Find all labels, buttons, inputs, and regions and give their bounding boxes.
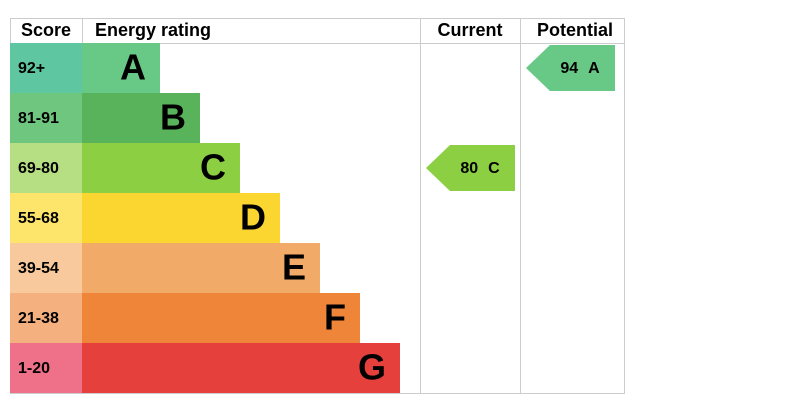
rating-bar <box>82 243 320 293</box>
rating-letter: A <box>120 47 146 88</box>
header-score: Score <box>21 20 71 40</box>
score-cell <box>10 293 82 343</box>
current-score: 80 <box>460 160 478 177</box>
rating-letter: F <box>324 297 346 338</box>
rating-letter: B <box>160 97 186 138</box>
rating-letter: E <box>282 247 306 288</box>
current-arrow <box>426 145 515 191</box>
current-label: 80 C <box>460 160 500 177</box>
header-current: Current <box>437 20 502 40</box>
rating-bar <box>82 143 240 193</box>
score-label: 92+ <box>18 60 45 77</box>
score-cell <box>10 343 82 393</box>
rating-bar <box>82 193 280 243</box>
score-label: 81-91 <box>18 110 59 127</box>
score-cell <box>10 143 82 193</box>
score-label: 39-54 <box>18 260 59 277</box>
header-potential: Potential <box>537 20 613 40</box>
potential-letter: A <box>588 60 600 77</box>
rating-bar <box>82 93 200 143</box>
rating-letter: D <box>240 197 266 238</box>
score-label: 55-68 <box>18 210 59 227</box>
score-label: 1-20 <box>18 360 50 377</box>
score-label: 21-38 <box>18 310 59 327</box>
score-cell <box>10 243 82 293</box>
rating-bar <box>82 293 360 343</box>
potential-label: 94 A <box>560 60 600 77</box>
rating-bar <box>82 43 160 93</box>
score-cell <box>10 43 82 93</box>
rating-letter: G <box>358 347 386 388</box>
potential-score: 94 <box>560 60 578 77</box>
score-cell <box>10 93 82 143</box>
rating-bar <box>82 343 400 393</box>
header-rating: Energy rating <box>95 20 211 40</box>
score-cell <box>10 193 82 243</box>
potential-arrow <box>526 45 615 91</box>
score-label: 69-80 <box>18 160 59 177</box>
rating-letter: C <box>200 147 226 188</box>
current-letter: C <box>488 160 500 177</box>
